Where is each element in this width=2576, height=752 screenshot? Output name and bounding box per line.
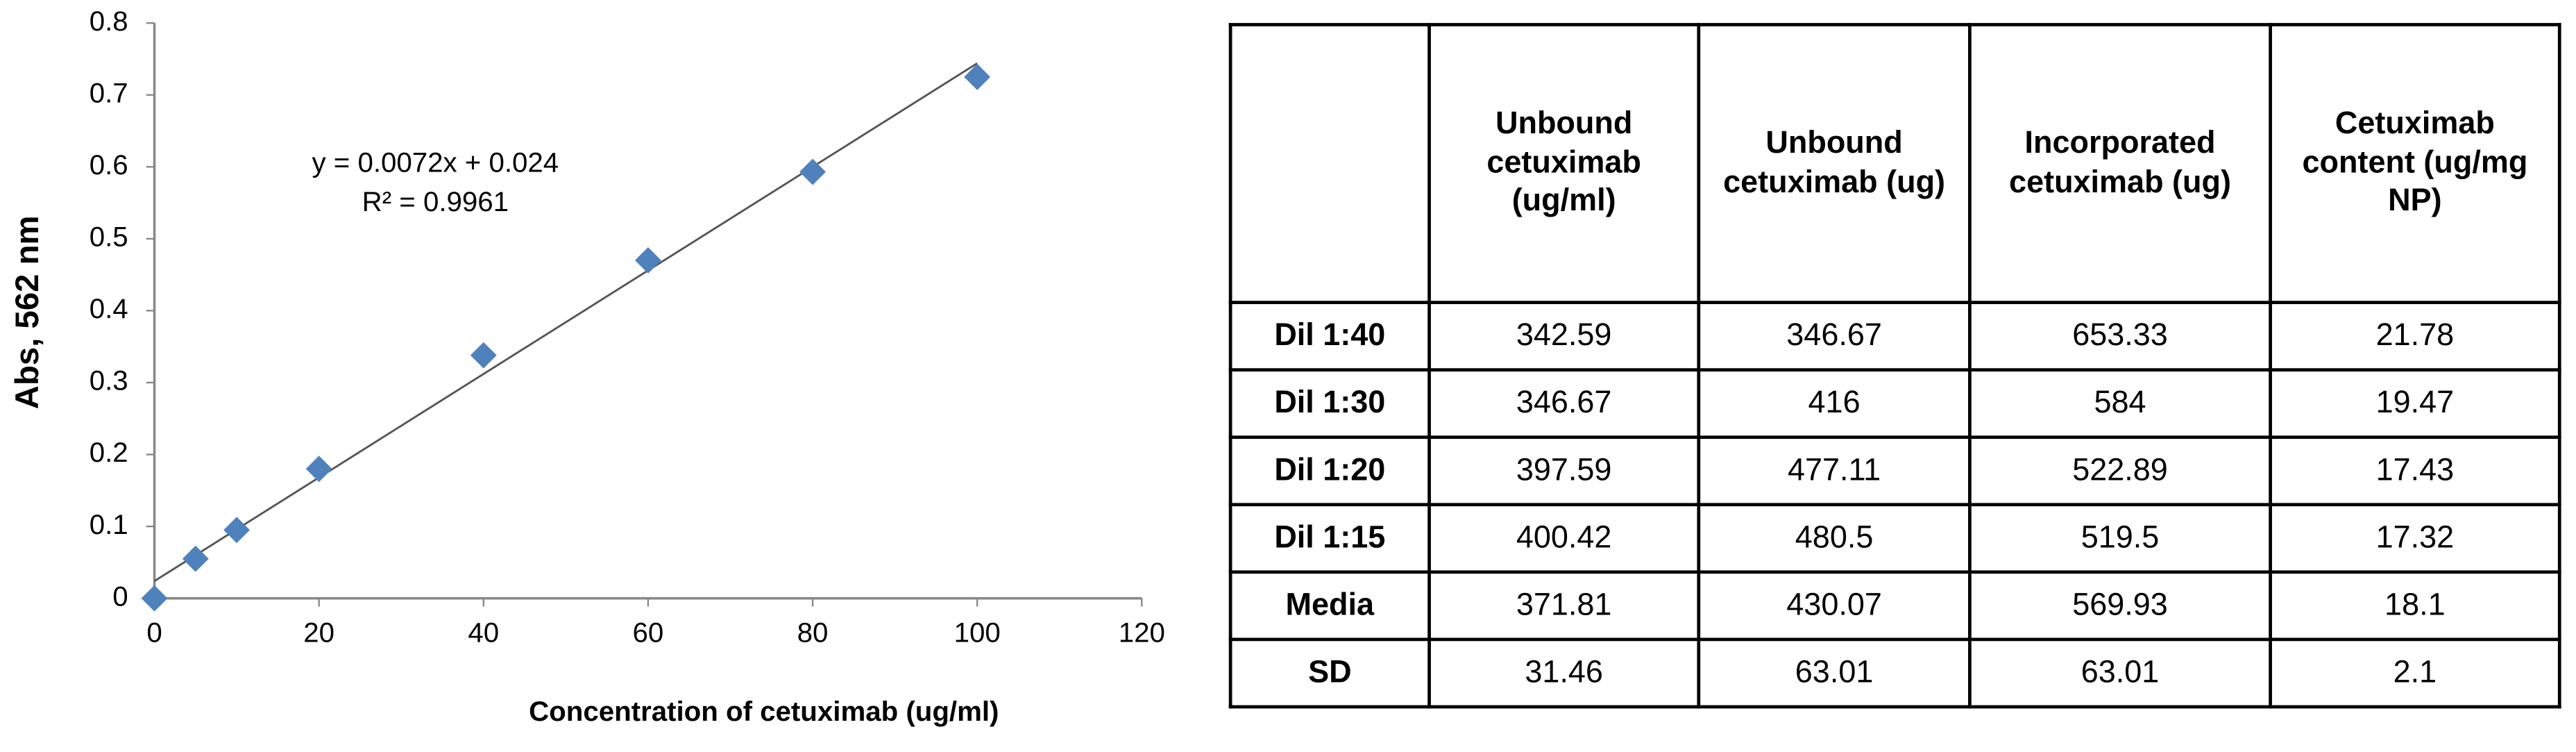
y-tick-label: 0.1	[90, 509, 128, 540]
corner-cell	[1228, 23, 1431, 304]
r-squared: R² = 0.9961	[362, 186, 509, 217]
table-cell: 569.93	[1968, 570, 2272, 642]
row-label: Dil 1:30	[1228, 368, 1431, 440]
trendline-equation: y = 0.0072x + 0.024	[312, 147, 559, 178]
table-row: Dil 1:20 397.59 477.11 522.89 17.43	[1228, 435, 2561, 507]
results-table: Unbound cetuximab (ug/ml) Unbound cetuxim…	[1228, 23, 2561, 709]
table-cell: 63.01	[1968, 637, 2272, 709]
column-header: Cetuximab content (ug/mg NP)	[2269, 23, 2561, 304]
data-point	[141, 585, 168, 612]
x-tick-label: 0	[146, 617, 162, 648]
table-cell: 346.67	[1427, 368, 1701, 440]
y-tick-label: 0.8	[90, 6, 128, 37]
chart: Concentration of cetuximab (ug/ml) Abs, …	[9, 6, 1165, 727]
trendline	[153, 62, 978, 583]
y-tick-label: 0.4	[90, 293, 128, 324]
table-cell: 653.33	[1968, 301, 2272, 372]
column-header: Incorporated cetuximab (ug)	[1968, 23, 2272, 304]
table-row: Dil 1:15 400.42 480.5 519.5 17.32	[1228, 503, 2561, 574]
table-cell: 17.43	[2269, 435, 2561, 507]
table-cell: 371.81	[1427, 570, 1701, 642]
x-tick-label: 60	[633, 617, 664, 648]
table-cell: 63.01	[1697, 637, 1972, 709]
table-cell: 522.89	[1968, 435, 2272, 507]
table-cell: 18.1	[2269, 570, 2561, 642]
y-tick-label: 0.3	[90, 365, 128, 396]
table-cell: 430.07	[1697, 570, 1972, 642]
column-header: Unbound cetuximab (ug)	[1697, 23, 1972, 304]
table-cell: 397.59	[1427, 435, 1701, 507]
table-cell: 342.59	[1427, 301, 1701, 372]
y-tick-label: 0.5	[90, 221, 128, 252]
data-point	[223, 517, 251, 544]
table-row: Dil 1:40 342.59 346.67 653.33 21.78	[1228, 301, 2561, 372]
y-axis-label: Abs, 562 nm	[9, 215, 46, 409]
table-cell: 519.5	[1968, 503, 2272, 574]
data-point	[634, 247, 661, 274]
x-tick-label: 120	[1119, 617, 1165, 648]
table-row: Media 371.81 430.07 569.93 18.1	[1228, 570, 2561, 642]
x-tick-label: 40	[468, 617, 499, 648]
y-tick-label: 0.7	[90, 77, 128, 108]
column-header: Unbound cetuximab (ug/ml)	[1427, 23, 1701, 304]
x-tick-label: 100	[954, 617, 1001, 648]
table-cell: 19.47	[2269, 368, 2561, 440]
x-tick-label: 80	[797, 617, 829, 648]
data-point	[182, 545, 209, 572]
table-cell: 31.46	[1427, 637, 1701, 709]
table-cell: 2.1	[2269, 637, 2561, 709]
table-row: Dil 1:30 346.67 416 584 19.47	[1228, 368, 2561, 440]
y-tick-label: 0	[112, 580, 128, 612]
x-axis-label: Concentration of cetuximab (ug/ml)	[529, 696, 999, 727]
table-cell: 17.32	[2269, 503, 2561, 574]
table-cell: 416	[1697, 368, 1972, 440]
row-label: Dil 1:40	[1228, 301, 1431, 372]
row-label: Dil 1:15	[1228, 503, 1431, 574]
row-label: SD	[1228, 637, 1431, 709]
y-tick-label: 0.6	[90, 149, 128, 181]
data-point	[470, 342, 497, 369]
table-cell: 584	[1968, 368, 2272, 440]
data-point	[305, 456, 332, 483]
table-cell: 346.67	[1697, 301, 1972, 372]
table-row: SD 31.46 63.01 63.01 2.1	[1228, 637, 2561, 709]
data-point	[799, 158, 826, 185]
row-label: Media	[1228, 570, 1431, 642]
row-label: Dil 1:20	[1228, 435, 1431, 507]
y-tick-label: 0.2	[90, 437, 128, 468]
header-row: Unbound cetuximab (ug/ml) Unbound cetuxim…	[1228, 23, 2561, 304]
table-cell: 480.5	[1697, 503, 1972, 574]
x-tick-label: 20	[303, 617, 334, 648]
table-cell: 21.78	[2269, 301, 2561, 372]
data-point	[964, 63, 991, 90]
table-cell: 477.11	[1697, 435, 1972, 507]
table-cell: 400.42	[1427, 503, 1701, 574]
